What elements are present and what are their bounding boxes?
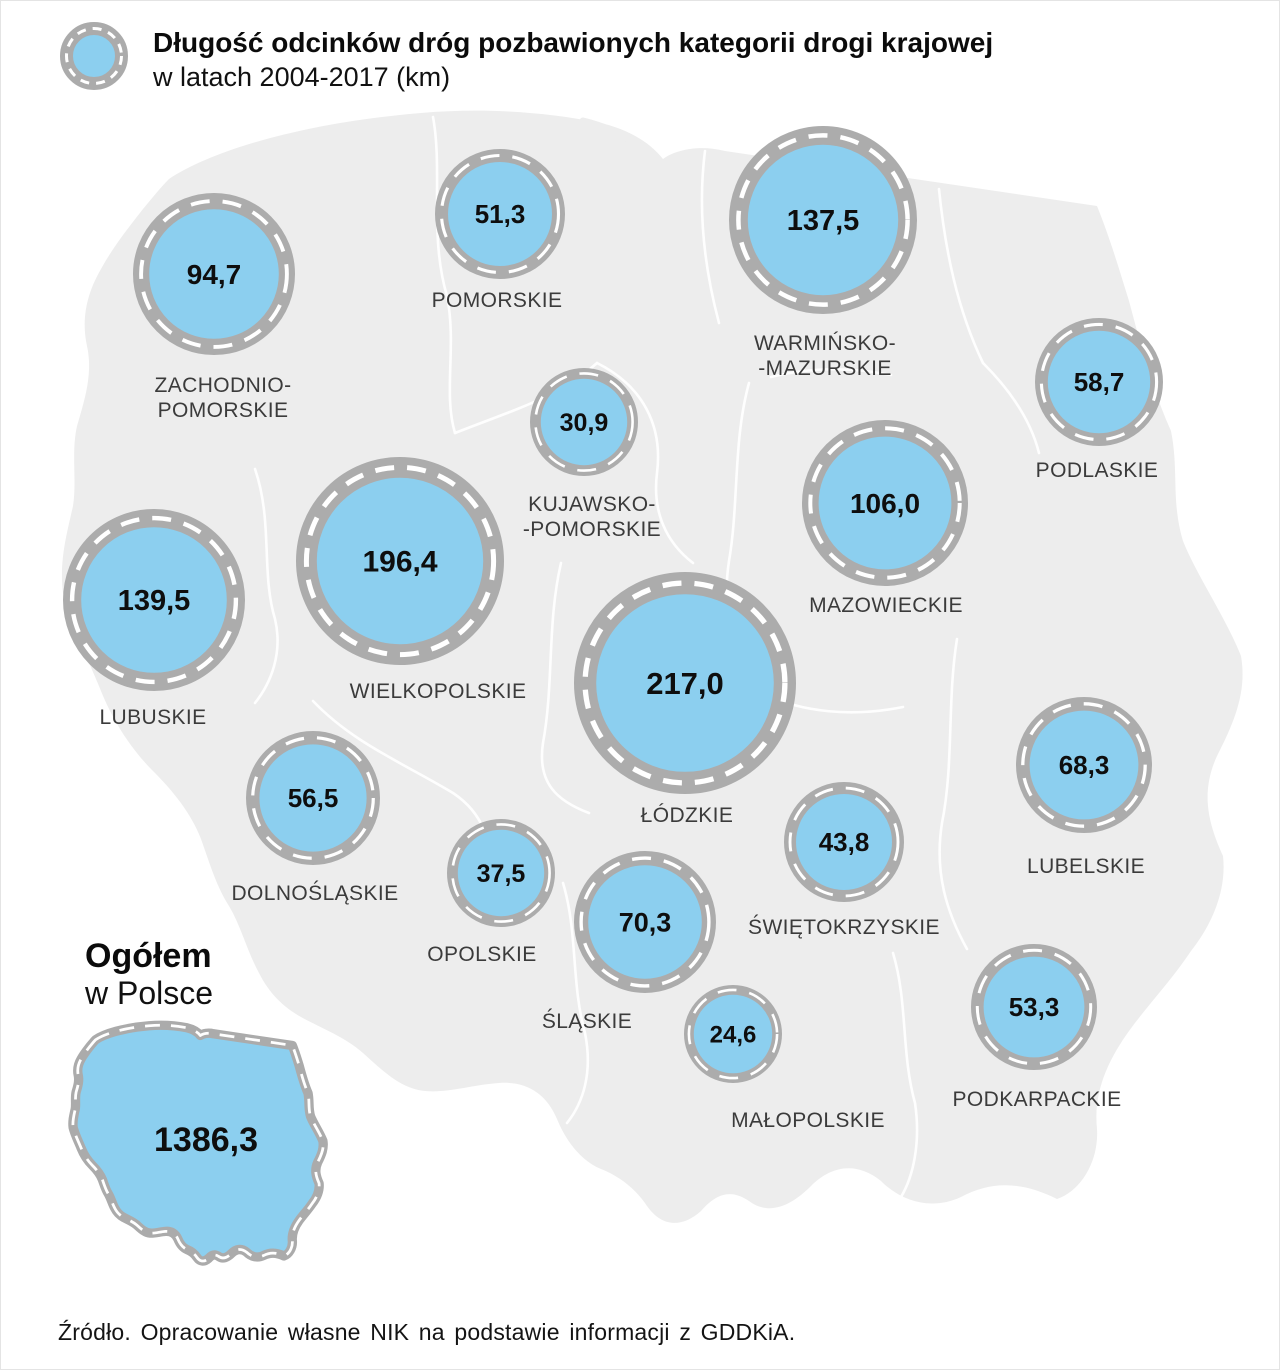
region-value-lubuskie: 139,5 bbox=[118, 585, 191, 617]
road-dash-line bbox=[1021, 702, 1147, 828]
region-label-zachodniopomorskie: ZACHODNIO- POMORSKIE bbox=[155, 373, 292, 423]
region-value-mazowieckie: 106,0 bbox=[850, 488, 920, 519]
region-label-line: LUBUSKIE bbox=[99, 706, 207, 729]
road-dash-line bbox=[736, 133, 910, 307]
road-dash-line bbox=[582, 580, 788, 786]
region-bubble-wielkopolskie: 196,4 bbox=[296, 457, 504, 665]
region-label-line: WARMIŃSKO- bbox=[753, 332, 897, 355]
region-bubble-lodzkie: 217,0 bbox=[574, 572, 796, 794]
road-ring-icon bbox=[60, 22, 128, 90]
road-dash-line bbox=[579, 856, 711, 988]
road-dash-line bbox=[788, 786, 900, 898]
chart-subtitle: w latach 2004-2017 (km) bbox=[153, 62, 451, 92]
region-label-line: MAZOWIECKIE bbox=[809, 594, 963, 617]
region-label-line: -POMORSKIE bbox=[522, 518, 662, 541]
region-label-opolskie: OPOLSKIE bbox=[427, 942, 536, 967]
region-label-line: WIELKOPOLSKIE bbox=[349, 680, 527, 703]
region-value-slaskie: 70,3 bbox=[619, 907, 672, 937]
region-label-lubelskie: LUBELSKIE bbox=[1027, 854, 1145, 879]
region-label-line: KUJAWSKO- bbox=[528, 493, 656, 516]
region-value-wielkopolskie: 196,4 bbox=[362, 546, 437, 579]
region-label-line: ŚLĄSKIE bbox=[541, 1010, 633, 1033]
region-label-line: MAŁOPOLSKIE bbox=[731, 1109, 885, 1132]
region-label-line: POMORSKIE bbox=[157, 399, 289, 422]
region-bubble-malopolskie: 24,6 bbox=[684, 985, 782, 1083]
region-label-slaskie: ŚLĄSKIE bbox=[542, 1009, 632, 1034]
total-label-line1: Ogółem bbox=[85, 937, 212, 975]
region-value-pomorskie: 51,3 bbox=[475, 199, 526, 229]
region-bubble-slaskie: 70,3 bbox=[574, 851, 716, 993]
source-note: Źródło. Opracowanie własne NIK na podsta… bbox=[58, 1319, 796, 1345]
region-value-warminsko_mazurskie: 137,5 bbox=[787, 205, 860, 237]
road-dash-line bbox=[439, 153, 561, 275]
road-dash-line bbox=[451, 823, 551, 923]
region-label-mazowieckie: MAZOWIECKIE bbox=[809, 593, 963, 618]
region-value-opolskie: 37,5 bbox=[477, 860, 526, 888]
region-value-kujawsko_pomorskie: 30,9 bbox=[560, 409, 609, 437]
region-bubble-lubuskie: 139,5 bbox=[63, 509, 245, 691]
road-dash-line bbox=[139, 199, 289, 349]
region-bubble-kujawsko_pomorskie: 30,9 bbox=[530, 368, 638, 476]
road-dash-line bbox=[687, 988, 779, 1080]
region-label-line: LUBELSKIE bbox=[1027, 855, 1145, 878]
region-label-line: ZACHODNIO- bbox=[154, 374, 292, 397]
region-label-line: PODKARPACKIE bbox=[952, 1088, 1122, 1111]
region-label-podkarpackie: PODKARPACKIE bbox=[953, 1087, 1122, 1112]
region-label-line: ŚWIĘTOKRZYSKIE bbox=[748, 916, 940, 939]
region-label-line: ŁÓDZKIE bbox=[640, 804, 734, 827]
region-label-malopolskie: MAŁOPOLSKIE bbox=[731, 1108, 885, 1133]
region-value-swietokrzyskie: 43,8 bbox=[819, 827, 870, 857]
region-bubble-swietokrzyskie: 43,8 bbox=[784, 782, 904, 902]
region-label-dolnoslaskie: DOLNOŚLĄSKIE bbox=[231, 881, 398, 906]
hel-peninsula bbox=[579, 117, 661, 165]
region-label-wielkopolskie: WIELKOPOLSKIE bbox=[350, 679, 527, 704]
region-label-lodzkie: ŁÓDZKIE bbox=[641, 803, 734, 828]
region-bubble-pomorskie: 51,3 bbox=[435, 149, 565, 279]
region-value-lubelskie: 68,3 bbox=[1059, 750, 1110, 780]
region-label-pomorskie: POMORSKIE bbox=[432, 288, 563, 313]
road-dash-line bbox=[69, 515, 239, 685]
region-value-dolnoslaskie: 56,5 bbox=[288, 783, 339, 813]
total-value: 1386,3 bbox=[154, 1121, 258, 1159]
region-label-kujawsko_pomorskie: KUJAWSKO- -POMORSKIE bbox=[523, 492, 661, 542]
region-label-line: DOLNOŚLĄSKIE bbox=[231, 882, 399, 905]
road-dash-line bbox=[251, 736, 375, 860]
chart-title: Długość odcinków dróg pozbawionych kateg… bbox=[153, 27, 994, 58]
region-bubble-lubelskie: 68,3 bbox=[1016, 697, 1152, 833]
road-dash-line bbox=[808, 426, 962, 580]
region-label-line: OPOLSKIE bbox=[427, 943, 537, 966]
region-bubble-opolskie: 37,5 bbox=[447, 819, 555, 927]
region-bubble-warminsko_mazurskie: 137,5 bbox=[729, 126, 917, 314]
region-value-malopolskie: 24,6 bbox=[710, 1021, 757, 1048]
region-label-warminsko_mazurskie: WARMIŃSKO- -MAZURSKIE bbox=[754, 331, 896, 381]
region-value-podlaskie: 58,7 bbox=[1074, 367, 1125, 397]
region-value-zachodniopomorskie: 94,7 bbox=[187, 259, 242, 290]
road-dash-line bbox=[975, 948, 1093, 1066]
region-label-line: POMORSKIE bbox=[431, 289, 563, 312]
region-label-line: PODLASKIE bbox=[1035, 459, 1159, 482]
region-bubble-zachodniopomorskie: 94,7 bbox=[133, 193, 295, 355]
road-dash-line bbox=[534, 372, 634, 472]
region-bubble-mazowieckie: 106,0 bbox=[802, 420, 968, 586]
region-value-lodzkie: 217,0 bbox=[646, 666, 724, 701]
region-bubble-podkarpackie: 53,3 bbox=[971, 944, 1097, 1070]
region-label-lubuskie: LUBUSKIE bbox=[99, 705, 206, 730]
region-value-podkarpackie: 53,3 bbox=[1009, 992, 1060, 1022]
road-dash-line bbox=[1039, 322, 1159, 442]
total-label-line2: w Polsce bbox=[85, 975, 214, 1011]
road-dash-line bbox=[303, 464, 497, 658]
region-bubble-dolnoslaskie: 56,5 bbox=[246, 731, 380, 865]
region-label-podlaskie: PODLASKIE bbox=[1036, 458, 1159, 483]
region-label-swietokrzyskie: ŚWIĘTOKRZYSKIE bbox=[748, 915, 940, 940]
region-label-line: -MAZURSKIE bbox=[758, 357, 892, 380]
region-bubble-podlaskie: 58,7 bbox=[1035, 318, 1163, 446]
